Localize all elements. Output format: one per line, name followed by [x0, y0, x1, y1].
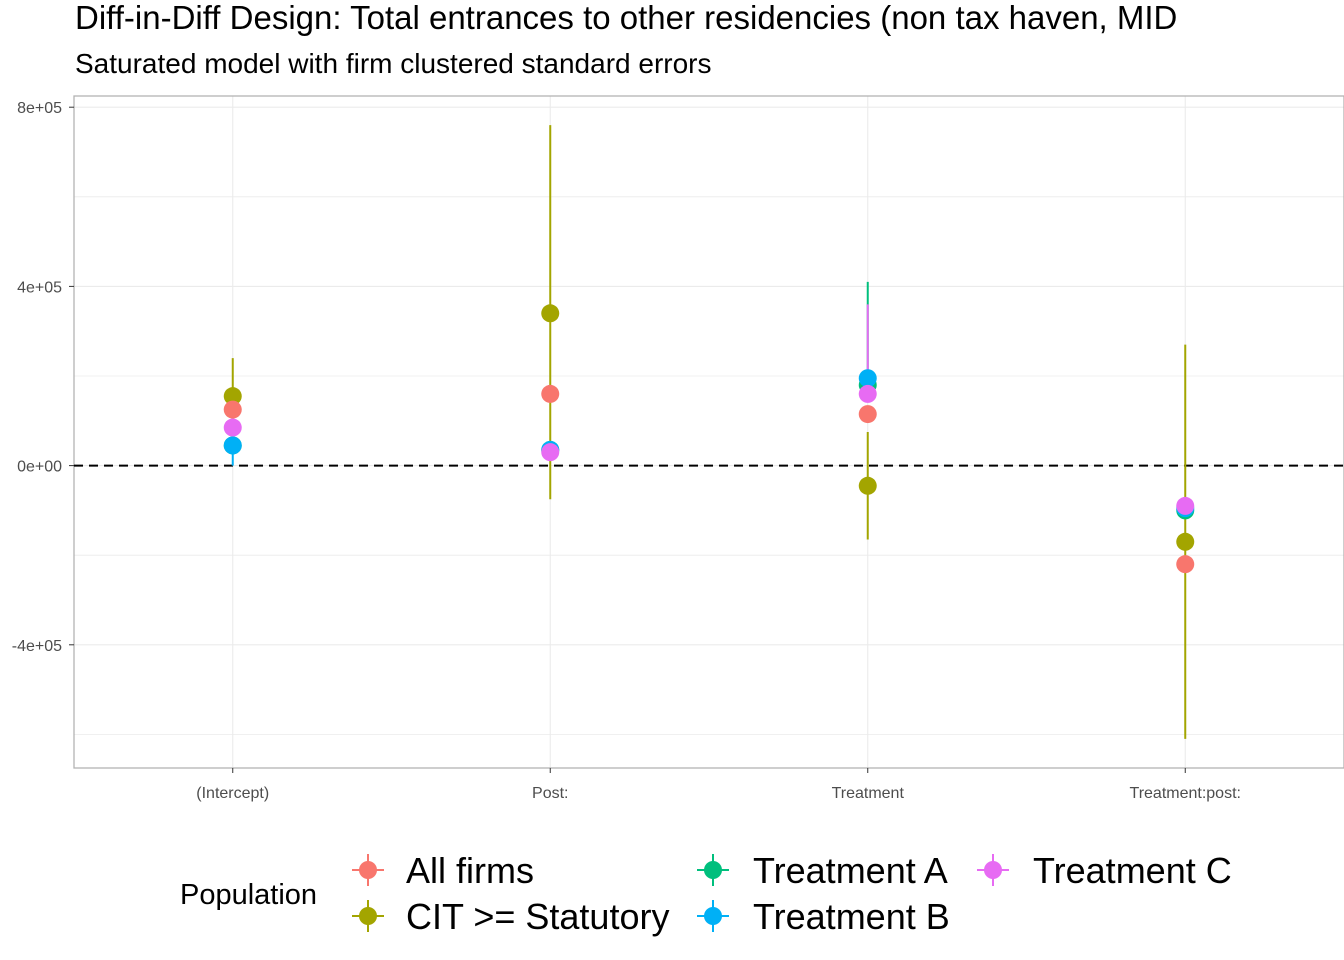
legend-label: CIT >= Statutory	[406, 896, 669, 937]
y-tick-label: 0e+00	[17, 459, 62, 476]
chart-title: Diff-in-Diff Design: Total entrances to …	[75, 0, 1178, 36]
legend-key	[697, 900, 729, 932]
legend: Population All firms CIT >= Statutory Treat…	[180, 850, 1232, 937]
legend-key	[697, 854, 729, 886]
x-tick-label: Treatment:post:	[1130, 785, 1241, 802]
legend-key-point	[704, 907, 722, 925]
legend-label: Treatment B	[753, 896, 950, 937]
data-point	[1176, 532, 1195, 551]
data-point	[223, 436, 242, 455]
data-points	[223, 304, 1195, 574]
legend-label: Treatment C	[1033, 850, 1232, 891]
legend-key-point	[359, 861, 377, 879]
data-point	[541, 304, 560, 323]
legend-key	[352, 854, 384, 886]
data-point	[858, 384, 877, 403]
x-axis-ticks: (Intercept) Post: Treatment Treatment:post:	[196, 768, 1241, 802]
y-tick-label: 8e+05	[17, 100, 62, 117]
data-point	[223, 400, 242, 419]
data-point	[223, 387, 242, 406]
y-tick-label: 4e+05	[17, 279, 62, 296]
data-point	[858, 476, 877, 495]
legend-label: All firms	[406, 850, 534, 891]
data-point	[858, 369, 877, 388]
legend-label: Treatment A	[753, 850, 948, 891]
data-point	[1176, 496, 1195, 515]
error-bars	[231, 125, 1187, 739]
x-tick-label: Treatment	[832, 785, 905, 802]
data-point	[541, 384, 560, 403]
legend-key	[352, 900, 384, 932]
data-point	[223, 418, 242, 437]
grid-lines	[74, 96, 1344, 768]
legend-key-point	[984, 861, 1002, 879]
y-tick-label: -4e+05	[12, 638, 62, 655]
plot-panel-border	[73, 95, 1344, 769]
legend-key	[977, 854, 1009, 886]
chart-subtitle: Saturated model with firm clustered stan…	[75, 48, 712, 79]
legend-title: Population	[180, 879, 317, 911]
x-tick-label: (Intercept)	[196, 785, 269, 802]
data-point	[1176, 555, 1195, 574]
data-point	[541, 443, 560, 462]
legend-key-point	[359, 907, 377, 925]
legend-key-point	[704, 861, 722, 879]
y-axis-ticks: 8e+05 4e+05 0e+00 -4e+05	[12, 100, 74, 655]
x-tick-label: Post:	[532, 785, 568, 802]
data-point	[858, 405, 877, 424]
